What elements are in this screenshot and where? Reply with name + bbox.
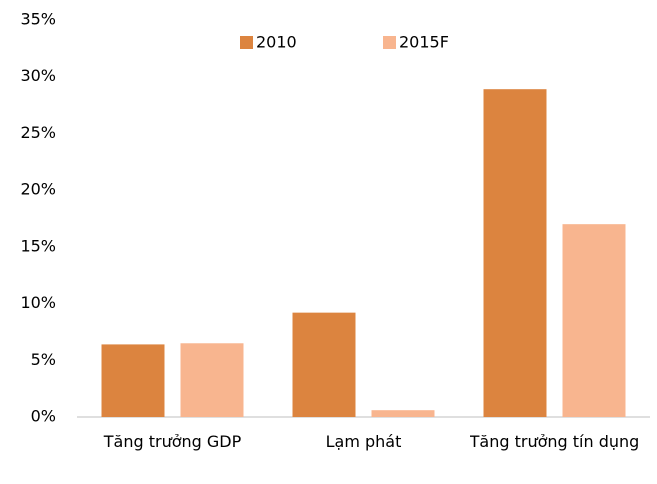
bar: [292, 312, 356, 417]
x-tick-label-box: Tăng trưởng tín dụng: [469, 432, 640, 451]
legend-label: 2015F: [399, 33, 449, 52]
bar: [483, 89, 547, 417]
bar: [562, 224, 626, 417]
x-tick-label-box: Lạm phát: [325, 432, 402, 451]
bar: [371, 410, 435, 417]
x-tick-label: Tăng trưởng GDP: [103, 432, 242, 451]
y-tick-label: 5%: [31, 350, 56, 369]
y-tick-label: 15%: [20, 236, 56, 255]
x-tick-label: Tăng trưởng tín dụng: [469, 432, 640, 451]
legend-label: 2010: [256, 33, 297, 52]
bar: [180, 343, 244, 417]
y-tick-label: 10%: [20, 293, 56, 312]
y-tick-label: 0%: [31, 407, 56, 426]
legend-swatch: [383, 36, 396, 49]
y-tick-label: 25%: [20, 123, 56, 142]
y-tick-label: 35%: [20, 10, 56, 29]
x-tick-label-box: Tăng trưởng GDP: [103, 432, 242, 451]
legend-swatch: [240, 36, 253, 49]
x-tick-label: Lạm phát: [325, 432, 402, 451]
y-tick-label: 20%: [20, 180, 56, 199]
bar: [101, 344, 165, 417]
y-tick-label: 30%: [20, 66, 56, 85]
